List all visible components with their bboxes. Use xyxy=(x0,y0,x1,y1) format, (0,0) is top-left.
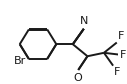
Text: F: F xyxy=(114,67,120,77)
Text: Br: Br xyxy=(14,56,26,66)
Text: O: O xyxy=(73,72,82,82)
Text: N: N xyxy=(80,16,88,26)
Text: F: F xyxy=(120,50,126,60)
Text: F: F xyxy=(118,31,124,41)
